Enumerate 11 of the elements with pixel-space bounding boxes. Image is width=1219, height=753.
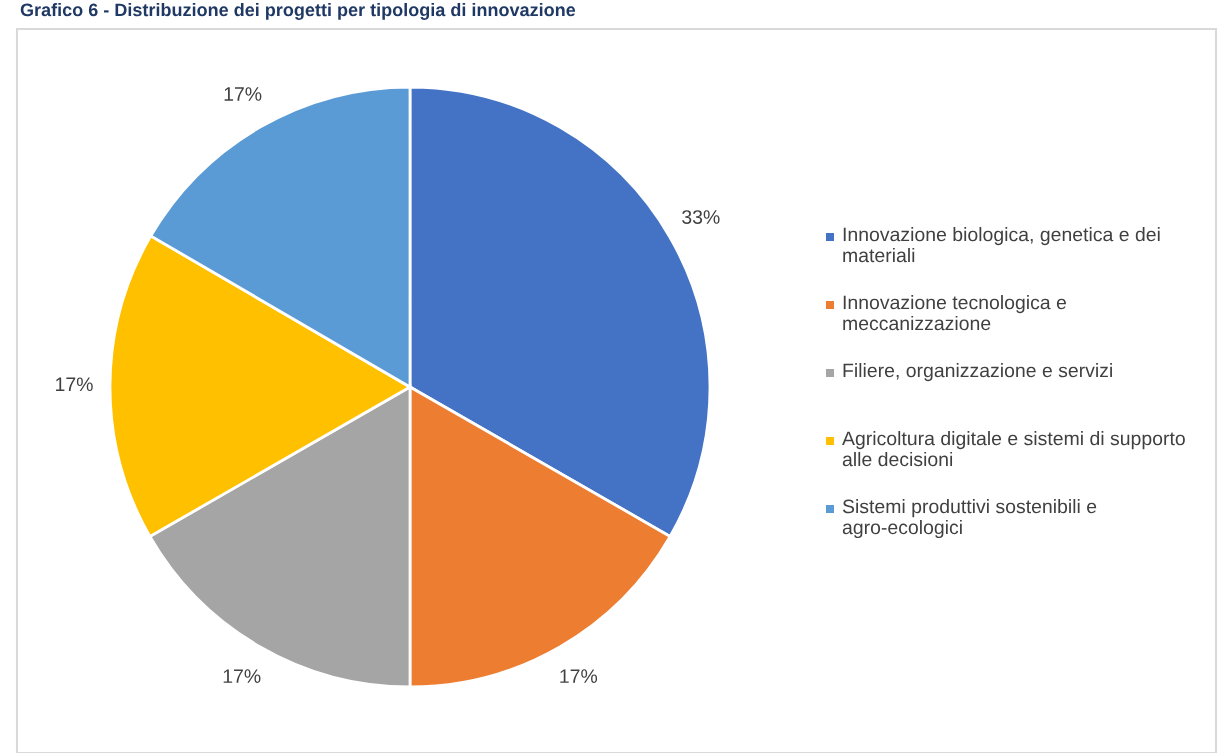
legend-label: Innovazione biologica, genetica e dei materiali — [843, 227, 1160, 263]
legend-label: Sistemi produttivi sostenibili e agro-ecologici — [842, 499, 1097, 539]
chart-title: Grafico 6 - Distribuzione dei progetti per tipologia di innovazione — [20, 3, 576, 20]
data-label: 17% — [224, 87, 262, 101]
data-label: 17% — [560, 669, 598, 683]
legend-label: Filiere, organizzazione e servizi — [843, 363, 1112, 382]
data-label: 17% — [56, 377, 93, 392]
legend-label: Agricoltura digitale e sistemi di supporto alle decisioni — [842, 431, 1185, 467]
legend-label: Innovazione tecnologica e meccanizzazione — [843, 295, 1066, 331]
data-label: 17% — [223, 669, 261, 683]
data-label: 33% — [682, 210, 720, 224]
